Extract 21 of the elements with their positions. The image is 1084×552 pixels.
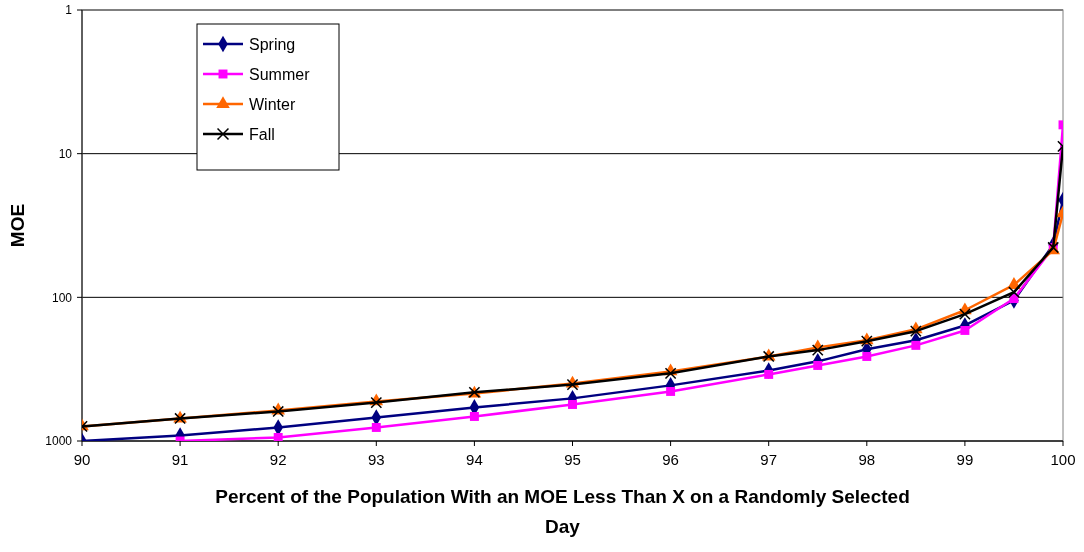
- x-tick-label: 94: [466, 451, 483, 468]
- x-tick-label: 96: [662, 451, 679, 468]
- x-tick-label: 90: [73, 451, 91, 468]
- x-tick-label: 97: [760, 451, 778, 468]
- y-tick-label: 1000: [45, 434, 73, 449]
- x-tick-label: 92: [269, 451, 287, 468]
- y-tick-label: 100: [51, 290, 73, 305]
- legend-label: Summer: [249, 65, 311, 83]
- x-tick-label: 91: [171, 451, 189, 468]
- y-tick-label: 10: [58, 146, 73, 161]
- y-tick-label: 1: [65, 3, 73, 18]
- x-axis-title: Percent of the Population With an MOE Less Than X on a Randomly Selected Day: [215, 486, 910, 537]
- x-tick-label: 95: [564, 451, 581, 468]
- legend-label: Winter: [249, 95, 296, 113]
- y-axis-title: MOE: [7, 203, 28, 248]
- legend-label: Fall: [249, 125, 275, 143]
- x-tick-label: 99: [956, 451, 974, 468]
- x-tick-label: 93: [367, 451, 385, 468]
- legend-label: Spring: [249, 35, 296, 53]
- x-tick-label: 100: [1050, 451, 1076, 468]
- x-tick-label: 98: [858, 451, 876, 468]
